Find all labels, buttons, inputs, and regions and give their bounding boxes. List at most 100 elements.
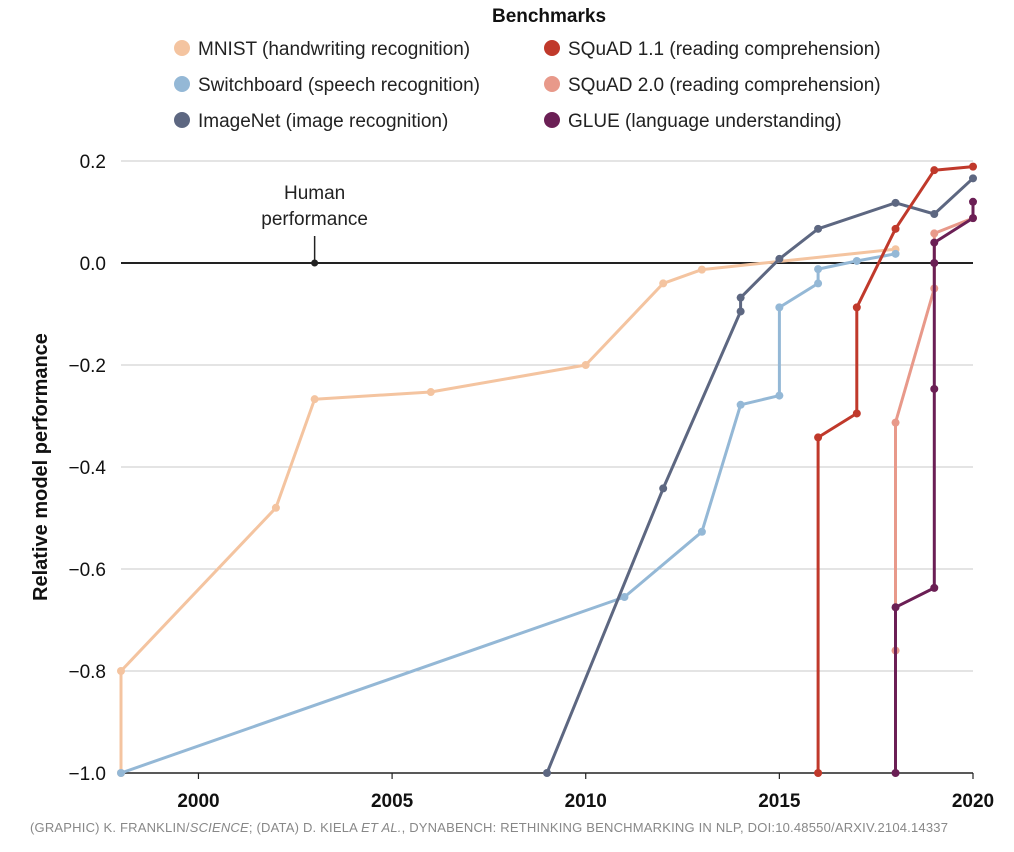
y-tick-label: 0.0 <box>80 254 106 275</box>
data-point <box>697 265 706 274</box>
legend-item: Switchboard (speech recognition) <box>174 75 480 96</box>
legend-label: GLUE (language understanding) <box>568 111 842 132</box>
data-point <box>969 174 977 183</box>
legend-item: SQuAD 1.1 (reading comprehension) <box>544 39 881 60</box>
y-tick-label: 0.2 <box>80 152 106 173</box>
data-point <box>814 265 823 274</box>
data-point <box>775 254 784 263</box>
legend-swatch <box>174 76 190 92</box>
data-point <box>117 769 125 777</box>
source-credit: (GRAPHIC) K. FRANKLIN/SCIENCE; (DATA) D.… <box>30 820 948 835</box>
legend-item: ImageNet (image recognition) <box>174 111 448 132</box>
legend-label: Switchboard (speech recognition) <box>198 75 480 96</box>
data-point <box>852 303 861 312</box>
data-point <box>543 769 551 777</box>
x-tick-label: 2020 <box>952 791 994 812</box>
data-point <box>852 409 861 418</box>
data-point <box>891 198 900 207</box>
data-point <box>659 484 668 493</box>
legend-label: ImageNet (image recognition) <box>198 111 448 132</box>
data-point <box>930 259 939 267</box>
legend-item: GLUE (language understanding) <box>544 111 842 132</box>
data-point <box>930 210 939 219</box>
credit-italic2: ET AL. <box>361 820 402 835</box>
annotation-line-2: performance <box>261 209 368 230</box>
credit-part2: ; (DATA) D. KIELA <box>248 820 362 835</box>
x-tick-label: 2010 <box>565 791 607 812</box>
data-point <box>581 361 590 369</box>
data-point <box>775 391 784 400</box>
credit-italic1: SCIENCE <box>189 820 249 835</box>
legend-swatch <box>174 40 190 56</box>
gridlines <box>121 160 973 774</box>
data-point <box>891 603 900 612</box>
data-point <box>310 395 319 404</box>
data-point <box>736 307 745 316</box>
series-6 <box>891 197 977 777</box>
data-point <box>930 583 939 592</box>
legend-swatch <box>174 112 190 128</box>
series-line <box>894 200 975 775</box>
data-point <box>930 384 939 393</box>
data-point <box>891 224 900 233</box>
data-point <box>659 279 668 288</box>
y-tick-label: −0.8 <box>68 662 106 683</box>
legend-item: SQuAD 2.0 (reading comprehension) <box>544 75 881 96</box>
y-axis-label: Relative model performance <box>30 333 52 601</box>
data-point <box>891 418 900 427</box>
legend-swatch <box>544 40 560 56</box>
legend-label: SQuAD 1.1 (reading comprehension) <box>568 39 881 60</box>
x-tick-label: 2000 <box>177 791 219 812</box>
legend-label: MNIST (handwriting recognition) <box>198 39 470 60</box>
legend-swatch <box>544 112 560 128</box>
data-point <box>814 224 823 233</box>
annotation-line-1: Human <box>284 183 345 204</box>
data-point <box>426 388 435 397</box>
annotation-point <box>311 259 319 267</box>
series-line <box>545 176 975 775</box>
data-point <box>969 214 977 223</box>
series-1 <box>117 245 900 777</box>
data-point <box>814 279 823 288</box>
y-tick-label: −0.4 <box>68 458 106 479</box>
data-point <box>620 593 629 602</box>
credit-part1: (GRAPHIC) K. FRANKLIN/ <box>30 820 190 835</box>
data-point <box>736 293 745 302</box>
series-2 <box>117 249 900 777</box>
y-tick-label: −0.6 <box>68 560 106 581</box>
series-4 <box>814 162 977 777</box>
chart-svg: Benchmarks MNIST (handwriting recognitio… <box>30 6 994 812</box>
legend-label: SQuAD 2.0 (reading comprehension) <box>568 75 881 96</box>
data-point <box>969 162 977 171</box>
data-point <box>814 769 823 777</box>
y-tick-label: −1.0 <box>68 764 106 785</box>
data-point <box>891 769 900 777</box>
data-point <box>930 166 939 175</box>
data-point <box>775 303 784 312</box>
legend-item: MNIST (handwriting recognition) <box>174 39 470 60</box>
data-point <box>969 197 977 206</box>
data-point <box>814 433 823 442</box>
series-line <box>119 252 897 775</box>
series-3 <box>543 174 977 777</box>
data-point <box>930 238 939 247</box>
data-point <box>891 249 900 258</box>
data-point <box>852 256 861 265</box>
x-tick-label: 2005 <box>371 791 414 812</box>
x-tick-label: 2015 <box>758 791 801 812</box>
x-axis-ticks: 2000 2005 2010 2015 2020 <box>121 772 994 812</box>
y-tick-label: −0.2 <box>68 356 106 377</box>
credit-part3: , DYNABENCH: RETHINKING BENCHMARKING IN … <box>401 820 949 835</box>
y-axis-ticks: 0.2 0.0 −0.2 −0.4 −0.6 −0.8 −1.0 <box>68 152 106 785</box>
data-point <box>697 527 706 536</box>
legend-swatch <box>544 76 560 92</box>
data-point <box>117 667 125 675</box>
human-performance-annotation: Human performance <box>261 183 368 267</box>
data-point <box>930 229 939 238</box>
legend: MNIST (handwriting recognition) Switchboa… <box>174 39 881 132</box>
data-point <box>736 400 745 409</box>
legend-title: Benchmarks <box>492 6 606 27</box>
data-point <box>271 503 280 512</box>
series-layer <box>117 162 977 777</box>
